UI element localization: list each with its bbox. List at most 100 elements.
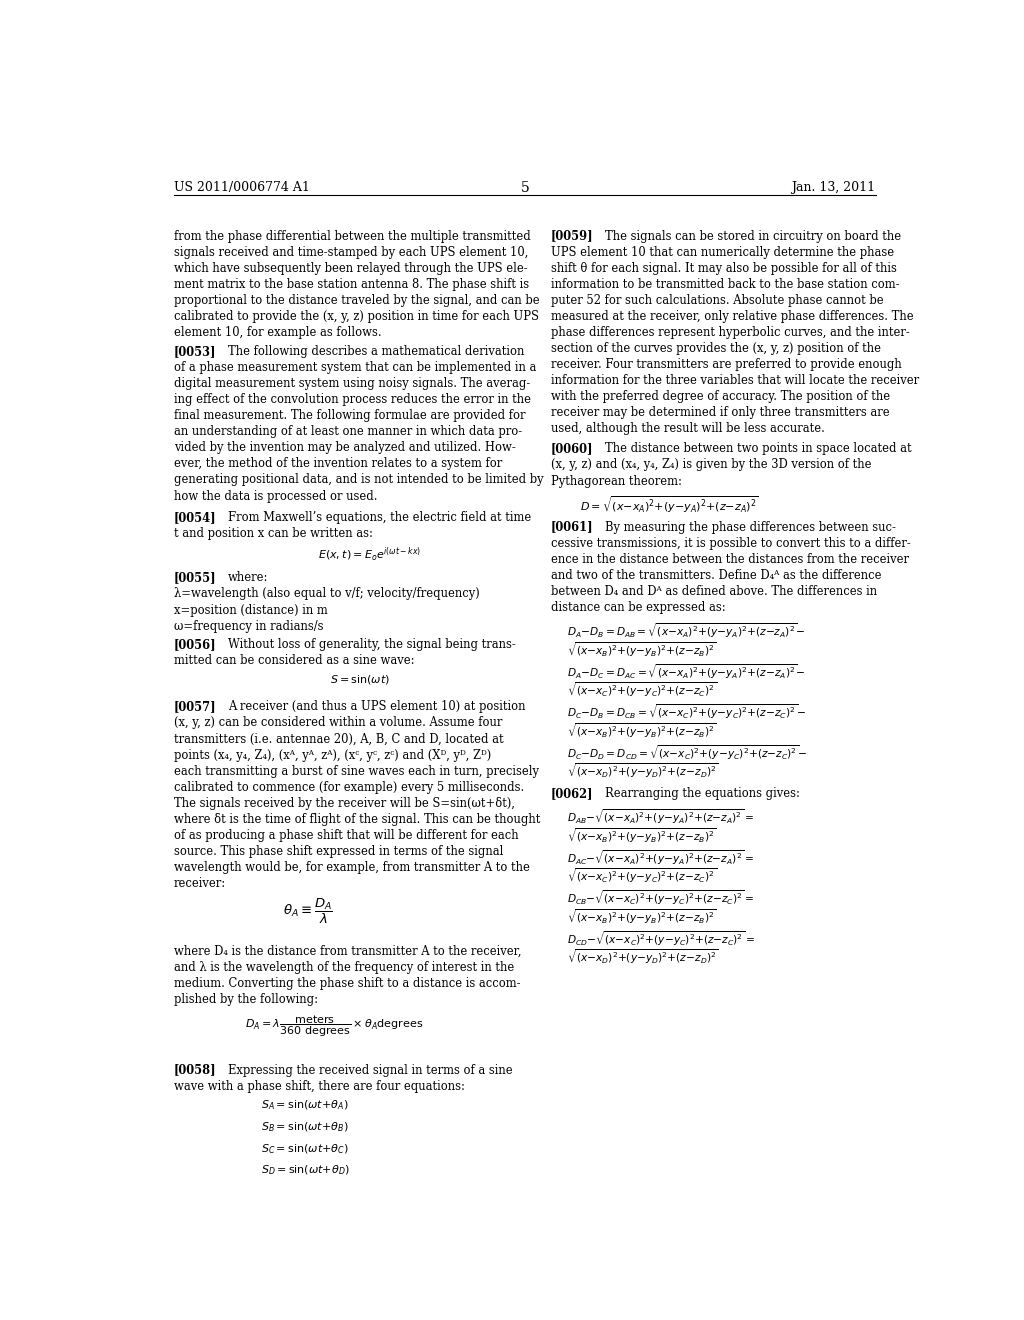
- Text: wave with a phase shift, there are four equations:: wave with a phase shift, there are four …: [174, 1080, 465, 1093]
- Text: The distance between two points in space located at: The distance between two points in space…: [605, 442, 911, 455]
- Text: and λ is the wavelength of the frequency of interest in the: and λ is the wavelength of the frequency…: [174, 961, 514, 974]
- Text: US 2011/0006774 A1: US 2011/0006774 A1: [174, 181, 310, 194]
- Text: $\theta_A \equiv \dfrac{D_A}{\lambda}$: $\theta_A \equiv \dfrac{D_A}{\lambda}$: [283, 898, 333, 927]
- Text: information to be transmitted back to the base station com-: information to be transmitted back to th…: [551, 277, 899, 290]
- Text: each transmitting a burst of sine waves each in turn, precisely: each transmitting a burst of sine waves …: [174, 764, 539, 777]
- Text: element 10, for example as follows.: element 10, for example as follows.: [174, 326, 382, 339]
- Text: By measuring the phase differences between suc-: By measuring the phase differences betwe…: [605, 520, 896, 533]
- Text: shift θ for each signal. It may also be possible for all of this: shift θ for each signal. It may also be …: [551, 261, 897, 275]
- Text: used, although the result will be less accurate.: used, although the result will be less a…: [551, 422, 825, 436]
- Text: vided by the invention may be analyzed and utilized. How-: vided by the invention may be analyzed a…: [174, 441, 516, 454]
- Text: mitted can be considered as a sine wave:: mitted can be considered as a sine wave:: [174, 653, 415, 667]
- Text: source. This phase shift expressed in terms of the signal: source. This phase shift expressed in te…: [174, 845, 504, 858]
- Text: proportional to the distance traveled by the signal, and can be: proportional to the distance traveled by…: [174, 294, 540, 306]
- Text: $\sqrt{(x{-}x_B)^2{+}(y{-}y_B)^2{+}(z{-}z_B)^2}$: $\sqrt{(x{-}x_B)^2{+}(y{-}y_B)^2{+}(z{-}…: [567, 722, 717, 739]
- Text: $D_A{-}D_C{=}D_{AC}{=}\sqrt{(x{-}x_A)^2{+}(y{-}y_A)^2{+}(z{-}z_A)^2}{-}$: $D_A{-}D_C{=}D_{AC}{=}\sqrt{(x{-}x_A)^2{…: [567, 663, 805, 681]
- Text: digital measurement system using noisy signals. The averag-: digital measurement system using noisy s…: [174, 378, 530, 391]
- Text: ing effect of the convolution process reduces the error in the: ing effect of the convolution process re…: [174, 393, 531, 407]
- Text: how the data is processed or used.: how the data is processed or used.: [174, 490, 378, 503]
- Text: 5: 5: [520, 181, 529, 195]
- Text: (x, y, z) and (x₄, y₄, Z₄) is given by the 3D version of the: (x, y, z) and (x₄, y₄, Z₄) is given by t…: [551, 458, 871, 471]
- Text: of a phase measurement system that can be implemented in a: of a phase measurement system that can b…: [174, 362, 537, 374]
- Text: of as producing a phase shift that will be different for each: of as producing a phase shift that will …: [174, 829, 518, 842]
- Text: The signals can be stored in circuitry on board the: The signals can be stored in circuitry o…: [605, 230, 901, 243]
- Text: receiver. Four transmitters are preferred to provide enough: receiver. Four transmitters are preferre…: [551, 358, 902, 371]
- Text: [0062]: [0062]: [551, 787, 594, 800]
- Text: From Maxwell’s equations, the electric field at time: From Maxwell’s equations, the electric f…: [228, 511, 531, 524]
- Text: wavelength would be, for example, from transmitter A to the: wavelength would be, for example, from t…: [174, 861, 529, 874]
- Text: generating positional data, and is not intended to be limited by: generating positional data, and is not i…: [174, 474, 544, 487]
- Text: [0057]: [0057]: [174, 701, 217, 713]
- Text: calibrated to provide the (x, y, z) position in time for each UPS: calibrated to provide the (x, y, z) posi…: [174, 310, 539, 323]
- Text: Without loss of generality, the signal being trans-: Without loss of generality, the signal b…: [228, 638, 516, 651]
- Text: [0059]: [0059]: [551, 230, 594, 243]
- Text: $D_C{-}D_B{=}D_{CB}{=}\sqrt{(x{-}x_C)^2{+}(y{-}y_C)^2{+}(z{-}z_C)^2}{-}$: $D_C{-}D_B{=}D_{CB}{=}\sqrt{(x{-}x_C)^2{…: [567, 704, 806, 721]
- Text: between D₄ and Dᴬ as defined above. The differences in: between D₄ and Dᴬ as defined above. The …: [551, 585, 878, 598]
- Text: The signals received by the receiver will be S=sin(ωt+δt),: The signals received by the receiver wil…: [174, 797, 515, 809]
- Text: information for the three variables that will locate the receiver: information for the three variables that…: [551, 374, 920, 387]
- Text: λ=wavelength (also equal to v/f; velocity/frequency): λ=wavelength (also equal to v/f; velocit…: [174, 587, 480, 601]
- Text: ence in the distance between the distances from the receiver: ence in the distance between the distanc…: [551, 553, 909, 566]
- Text: receiver may be determined if only three transmitters are: receiver may be determined if only three…: [551, 407, 890, 420]
- Text: puter 52 for such calculations. Absolute phase cannot be: puter 52 for such calculations. Absolute…: [551, 294, 884, 306]
- Text: calibrated to commence (for example) every 5 milliseconds.: calibrated to commence (for example) eve…: [174, 780, 524, 793]
- Text: $D_A = \lambda \dfrac{\mathrm{meters}}{360\ \mathrm{degrees}} \times \theta_A \m: $D_A = \lambda \dfrac{\mathrm{meters}}{3…: [246, 1014, 424, 1039]
- Text: signals received and time-stamped by each UPS element 10,: signals received and time-stamped by eac…: [174, 246, 528, 259]
- Text: The following describes a mathematical derivation: The following describes a mathematical d…: [228, 345, 524, 358]
- Text: $D_C{-}D_D{=}D_{CD}{=}\sqrt{(x{-}x_C)^2{+}(y{-}y_C)^2{+}(z{-}z_C)^2}{-}$: $D_C{-}D_D{=}D_{CD}{=}\sqrt{(x{-}x_C)^2{…: [567, 743, 807, 762]
- Text: final measurement. The following formulae are provided for: final measurement. The following formula…: [174, 409, 525, 422]
- Text: cessive transmissions, it is possible to convert this to a differ-: cessive transmissions, it is possible to…: [551, 537, 910, 549]
- Text: (x, y, z) can be considered within a volume. Assume four: (x, y, z) can be considered within a vol…: [174, 717, 503, 730]
- Text: t and position x can be written as:: t and position x can be written as:: [174, 527, 373, 540]
- Text: plished by the following:: plished by the following:: [174, 994, 318, 1006]
- Text: $D_A{-}D_B{=}D_{AB}{=}\sqrt{(x{-}x_A)^2{+}(y{-}y_A)^2{+}(z{-}z_A)^2}{-}$: $D_A{-}D_B{=}D_{AB}{=}\sqrt{(x{-}x_A)^2{…: [567, 622, 805, 640]
- Text: measured at the receiver, only relative phase differences. The: measured at the receiver, only relative …: [551, 310, 913, 323]
- Text: $S_D{=}\sin(\omega t{+}\theta_D)$: $S_D{=}\sin(\omega t{+}\theta_D)$: [261, 1164, 350, 1177]
- Text: transmitters (i.e. antennae 20), A, B, C and D, located at: transmitters (i.e. antennae 20), A, B, C…: [174, 733, 504, 746]
- Text: UPS element 10 that can numerically determine the phase: UPS element 10 that can numerically dete…: [551, 246, 894, 259]
- Text: Pythagorean theorem:: Pythagorean theorem:: [551, 474, 682, 487]
- Text: $D{=}\sqrt{(x{-}x_A)^2{+}(y{-}y_A)^2{+}(z{-}z_A)^2}$: $D{=}\sqrt{(x{-}x_A)^2{+}(y{-}y_A)^2{+}(…: [581, 495, 759, 515]
- Text: an understanding of at least one manner in which data pro-: an understanding of at least one manner …: [174, 425, 522, 438]
- Text: A receiver (and thus a UPS element 10) at position: A receiver (and thus a UPS element 10) a…: [228, 701, 525, 713]
- Text: which have subsequently been relayed through the UPS ele-: which have subsequently been relayed thr…: [174, 261, 527, 275]
- Text: $S_C{=}\sin(\omega t{+}\theta_C)$: $S_C{=}\sin(\omega t{+}\theta_C)$: [261, 1142, 349, 1155]
- Text: from the phase differential between the multiple transmitted: from the phase differential between the …: [174, 230, 530, 243]
- Text: [0060]: [0060]: [551, 442, 594, 455]
- Text: $\sqrt{(x{-}x_B)^2{+}(y{-}y_B)^2{+}(z{-}z_B)^2}$: $\sqrt{(x{-}x_B)^2{+}(y{-}y_B)^2{+}(z{-}…: [567, 640, 717, 659]
- Text: receiver:: receiver:: [174, 876, 226, 890]
- Text: $\sqrt{(x{-}x_D)^2{+}(y{-}y_D)^2{+}(z{-}z_D)^2}$: $\sqrt{(x{-}x_D)^2{+}(y{-}y_D)^2{+}(z{-}…: [567, 762, 719, 780]
- Text: and two of the transmitters. Define D₄ᴬ as the difference: and two of the transmitters. Define D₄ᴬ …: [551, 569, 882, 582]
- Text: distance can be expressed as:: distance can be expressed as:: [551, 601, 726, 614]
- Text: $E(x,t){=}E_o e^{i(\omega t - kx)}$: $E(x,t){=}E_o e^{i(\omega t - kx)}$: [318, 546, 422, 564]
- Text: ment matrix to the base station antenna 8. The phase shift is: ment matrix to the base station antenna …: [174, 277, 529, 290]
- Text: where δt is the time of flight of the signal. This can be thought: where δt is the time of flight of the si…: [174, 813, 541, 826]
- Text: phase differences represent hyperbolic curves, and the inter-: phase differences represent hyperbolic c…: [551, 326, 909, 339]
- Text: [0058]: [0058]: [174, 1064, 217, 1077]
- Text: [0055]: [0055]: [174, 572, 217, 585]
- Text: medium. Converting the phase shift to a distance is accom-: medium. Converting the phase shift to a …: [174, 977, 520, 990]
- Text: [0056]: [0056]: [174, 638, 217, 651]
- Text: $S_B{=}\sin(\omega t{+}\theta_B)$: $S_B{=}\sin(\omega t{+}\theta_B)$: [261, 1121, 349, 1134]
- Text: where D₄ is the distance from transmitter A to the receiver,: where D₄ is the distance from transmitte…: [174, 945, 521, 958]
- Text: where:: where:: [228, 572, 268, 585]
- Text: $\sqrt{(x{-}x_D)^2{+}(y{-}y_D)^2{+}(z{-}z_D)^2}$: $\sqrt{(x{-}x_D)^2{+}(y{-}y_D)^2{+}(z{-}…: [567, 948, 719, 966]
- Text: $S{=}\sin(\omega t)$: $S{=}\sin(\omega t)$: [331, 673, 390, 686]
- Text: with the preferred degree of accuracy. The position of the: with the preferred degree of accuracy. T…: [551, 391, 890, 403]
- Text: $\sqrt{(x{-}x_C)^2{+}(y{-}y_C)^2{+}(z{-}z_C)^2}$: $\sqrt{(x{-}x_C)^2{+}(y{-}y_C)^2{+}(z{-}…: [567, 867, 717, 886]
- Text: $D_{CD}{-}\sqrt{(x{-}x_C)^2{+}(y{-}y_C)^2{+}(z{-}z_C)^2}{=}$: $D_{CD}{-}\sqrt{(x{-}x_C)^2{+}(y{-}y_C)^…: [567, 929, 755, 948]
- Text: $D_{AC}{-}\sqrt{(x{-}x_A)^2{+}(y{-}y_A)^2{+}(z{-}z_A)^2}{=}$: $D_{AC}{-}\sqrt{(x{-}x_A)^2{+}(y{-}y_A)^…: [567, 849, 754, 867]
- Text: Jan. 13, 2011: Jan. 13, 2011: [792, 181, 876, 194]
- Text: $\sqrt{(x{-}x_C)^2{+}(y{-}y_C)^2{+}(z{-}z_C)^2}$: $\sqrt{(x{-}x_C)^2{+}(y{-}y_C)^2{+}(z{-}…: [567, 681, 717, 700]
- Text: Expressing the received signal in terms of a sine: Expressing the received signal in terms …: [228, 1064, 513, 1077]
- Text: section of the curves provides the (x, y, z) position of the: section of the curves provides the (x, y…: [551, 342, 881, 355]
- Text: $\sqrt{(x{-}x_B)^2{+}(y{-}y_B)^2{+}(z{-}z_B)^2}$: $\sqrt{(x{-}x_B)^2{+}(y{-}y_B)^2{+}(z{-}…: [567, 908, 717, 925]
- Text: $S_A{=}\sin(\omega t{+}\theta_A)$: $S_A{=}\sin(\omega t{+}\theta_A)$: [261, 1098, 349, 1113]
- Text: ever, the method of the invention relates to a system for: ever, the method of the invention relate…: [174, 458, 503, 470]
- Text: $D_{CB}{-}\sqrt{(x{-}x_C)^2{+}(y{-}y_C)^2{+}(z{-}z_C)^2}{=}$: $D_{CB}{-}\sqrt{(x{-}x_C)^2{+}(y{-}y_C)^…: [567, 890, 755, 907]
- Text: Rearranging the equations gives:: Rearranging the equations gives:: [605, 787, 800, 800]
- Text: [0061]: [0061]: [551, 520, 594, 533]
- Text: x=position (distance) in m: x=position (distance) in m: [174, 603, 328, 616]
- Text: ω=frequency in radians/s: ω=frequency in radians/s: [174, 619, 324, 632]
- Text: $D_{AB}{-}\sqrt{(x{-}x_A)^2{+}(y{-}y_A)^2{+}(z{-}z_A)^2}{=}$: $D_{AB}{-}\sqrt{(x{-}x_A)^2{+}(y{-}y_A)^…: [567, 808, 754, 826]
